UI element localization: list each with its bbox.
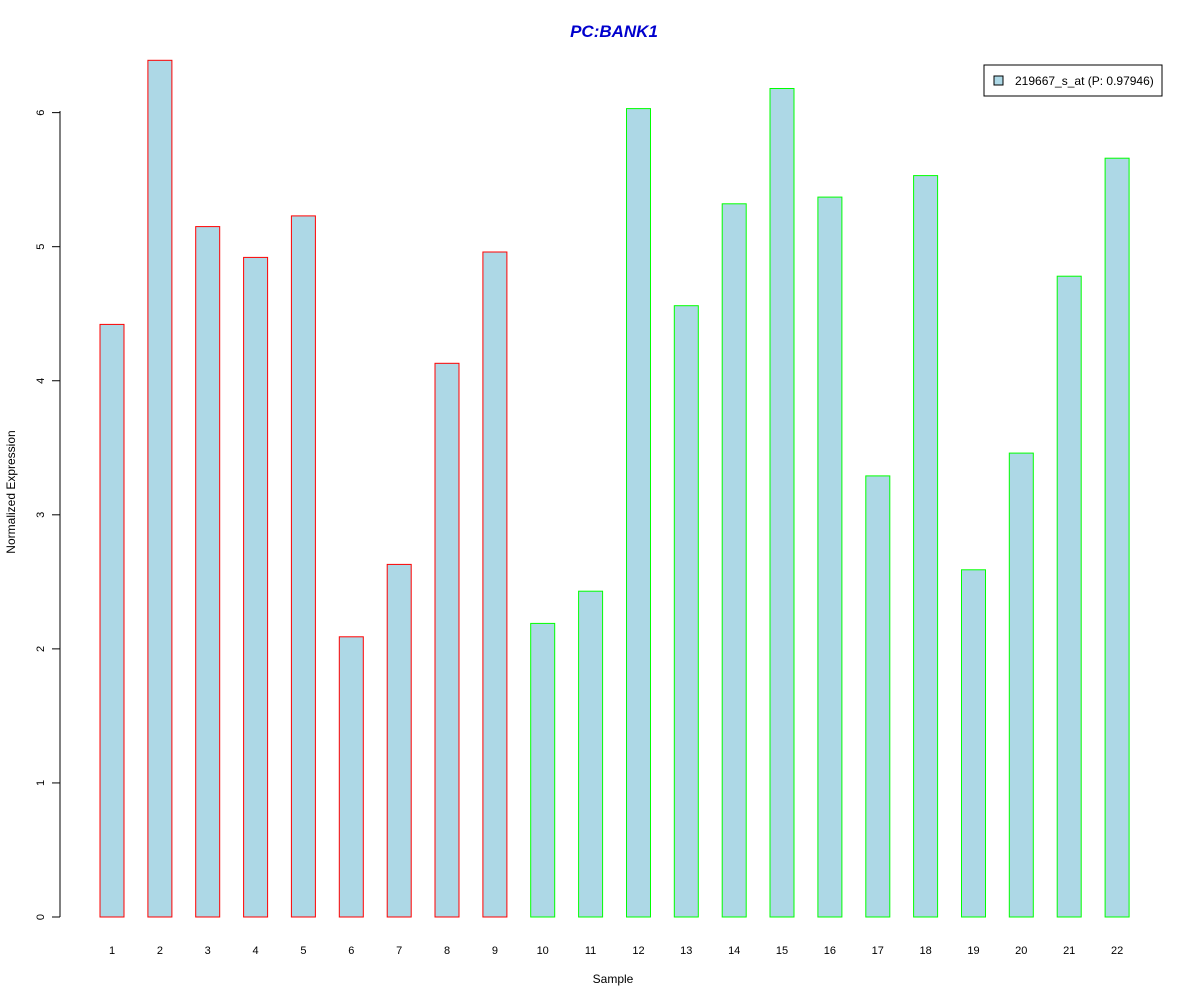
legend: 219667_s_at (P: 0.97946): [983, 64, 1163, 97]
bar-sample-13: [673, 305, 699, 918]
x-tick-label: 13: [680, 945, 692, 957]
y-tick-label: 1: [35, 780, 47, 786]
bar-sample-8: [434, 362, 460, 918]
x-tick-label: 15: [776, 945, 788, 957]
bar-sample-12: [626, 108, 651, 918]
y-tick-label: 0: [35, 914, 47, 920]
bar-sample-21: [1056, 275, 1082, 918]
bar-sample-14: [721, 203, 747, 918]
bar-sample-2: [147, 59, 173, 918]
y-axis-label: Normalized Expression: [4, 430, 18, 553]
bar-sample-17: [865, 475, 891, 918]
x-tick-label: 19: [967, 945, 979, 957]
y-axis-ticks: 0 1 2 3 4 5 6: [35, 110, 60, 920]
bar-sample-3: [195, 226, 221, 918]
bar-sample-22: [1104, 157, 1130, 918]
x-tick-label: 22: [1111, 945, 1123, 957]
x-tick-label: 2: [157, 945, 163, 957]
x-axis-tick-labels: 1 2 3 4 5 6 7 8 9 10 11 12 13 14 15 16 17 18 19 20 21 22: [109, 945, 1123, 957]
x-tick-label: 1: [109, 945, 115, 957]
x-tick-label: 6: [348, 945, 354, 957]
legend-swatch: [993, 75, 1004, 86]
x-tick-label: 5: [300, 945, 306, 957]
x-tick-label: 18: [919, 945, 931, 957]
bar-sample-16: [817, 196, 843, 918]
x-tick-label: 12: [632, 945, 644, 957]
x-tick-label: 8: [444, 945, 450, 957]
y-tick-label: 4: [35, 378, 47, 384]
bar-sample-19: [961, 569, 986, 918]
bar-sample-15: [769, 88, 795, 918]
bar-sample-4: [243, 256, 269, 918]
bar-sample-10: [530, 622, 556, 918]
bar-sample-5: [290, 215, 316, 918]
x-tick-label: 10: [537, 945, 549, 957]
x-tick-label: 3: [205, 945, 211, 957]
x-tick-label: 20: [1015, 945, 1027, 957]
x-tick-label: 17: [872, 945, 884, 957]
legend-box: [983, 64, 1163, 97]
bar-sample-18: [913, 175, 939, 918]
x-tick-label: 7: [396, 945, 402, 957]
bar-sample-7: [386, 563, 412, 918]
bar-sample-1: [99, 323, 125, 918]
x-tick-label: 4: [253, 945, 259, 957]
y-tick-label: 2: [35, 646, 47, 652]
chart-title: PC:BANK1: [570, 22, 658, 41]
x-tick-label: 21: [1063, 945, 1075, 957]
bar-sample-11: [578, 590, 604, 918]
x-axis-label: Sample: [593, 972, 634, 986]
bar-sample-6: [338, 636, 364, 918]
x-tick-label: 11: [585, 945, 596, 957]
y-tick-label: 6: [35, 110, 47, 116]
y-tick-label: 3: [35, 512, 47, 518]
x-tick-label: 16: [824, 945, 836, 957]
y-tick-label: 5: [35, 244, 47, 250]
legend-label: 219667_s_at (P: 0.97946): [1015, 74, 1154, 88]
x-tick-label: 14: [728, 945, 740, 957]
bar-sample-9: [482, 251, 508, 918]
x-tick-label: 9: [492, 945, 498, 957]
bar-sample-20: [1008, 452, 1034, 918]
bars-group: [99, 59, 1130, 918]
